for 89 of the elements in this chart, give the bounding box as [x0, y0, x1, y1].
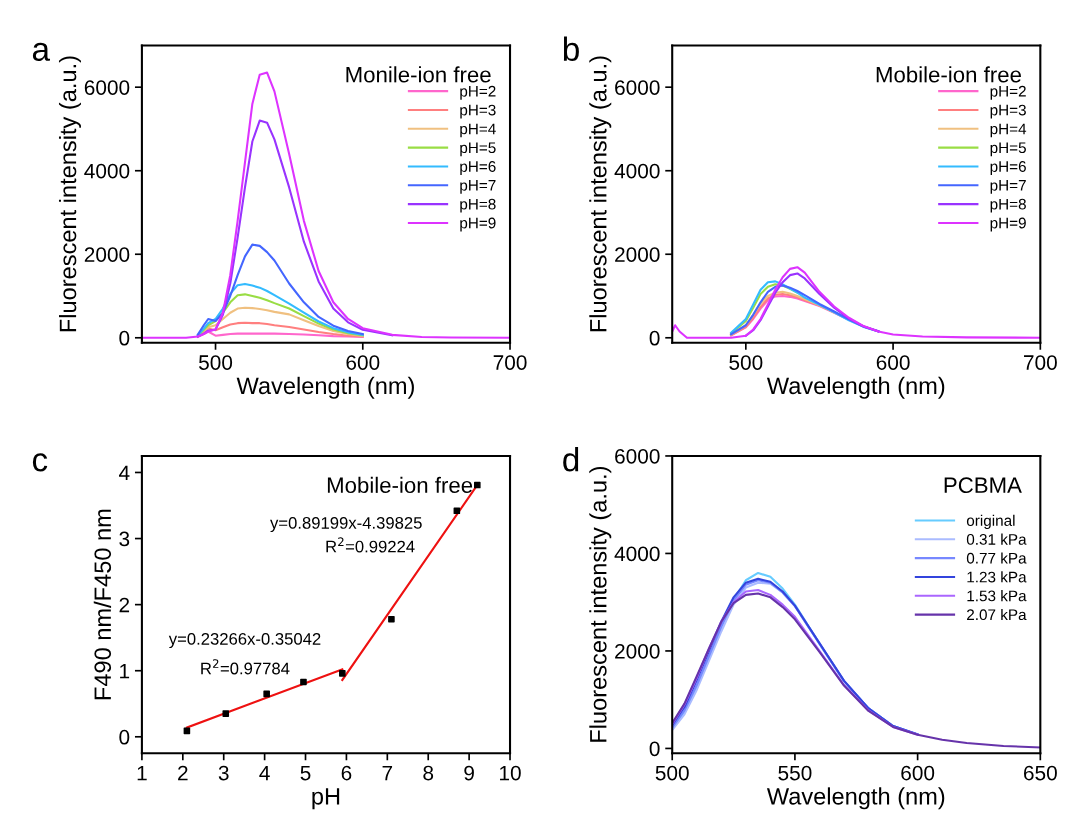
text: b	[563, 36, 579, 61]
legend-label: pH=4	[990, 123, 1027, 138]
legend-label: pH=8	[460, 198, 496, 213]
legend-label: pH=9	[990, 217, 1026, 232]
legend-label: 0.31 kPa	[966, 533, 1027, 545]
y-tick-label: 0	[649, 330, 660, 346]
x-axis-title: Wavelength (nm)	[766, 376, 945, 399]
x-tick-label: 1	[137, 765, 147, 781]
y-tick-label: 2000	[615, 247, 660, 262]
x-tick-label: 2	[178, 765, 188, 781]
legend-label: pH=6	[460, 161, 496, 175]
text: c	[32, 453, 48, 472]
annotation: R$^{2}$=0.99224	[326, 537, 415, 553]
x-tick-label: 500	[729, 355, 763, 370]
text: Mobile-ion free	[876, 66, 1021, 83]
legend-label: original	[966, 514, 1015, 530]
legend-label: 0.77 kPa	[966, 552, 1027, 564]
x-tick-label: 700	[493, 355, 527, 370]
legend-label: 1.23 kPa	[967, 571, 1027, 583]
x-tick-label: 500	[198, 355, 233, 370]
x-tick-label: 650	[1024, 765, 1057, 781]
x-axis-title: Wavelength (nm)	[236, 376, 414, 399]
y-tick-label: 4000	[614, 546, 660, 562]
y-tick-label: 4000	[614, 163, 660, 179]
legend-label: pH=2	[990, 85, 1026, 100]
legend-label: pH=3	[990, 104, 1026, 119]
y-axis-title: Fluorescent intensity (a.u.)	[589, 466, 612, 742]
legend-label: pH=5	[990, 142, 1026, 157]
text: Mobile-ion free	[327, 476, 473, 494]
x-tick-label: 3	[218, 765, 229, 781]
point	[300, 678, 307, 686]
y-tick-label: 2000	[84, 247, 130, 262]
x-tick-label: 10	[500, 765, 521, 781]
line-series	[196, 243, 364, 336]
x-tick-label: 7	[382, 765, 393, 781]
x-axis-title: pH	[312, 788, 340, 810]
y-tick-label: 2000	[615, 643, 660, 659]
text: Monile-ion free	[346, 66, 491, 83]
y-tick-label: 3	[119, 531, 130, 547]
legend-label: 2.07 kPa	[967, 608, 1027, 621]
legend-label: pH=4	[460, 123, 496, 138]
annotation: y=0.23266x-0.35042	[168, 632, 321, 649]
text: PCBMA	[944, 477, 1022, 494]
y-tick-label: 6000	[615, 80, 660, 95]
x-tick-label: 500	[655, 765, 689, 781]
x-tick-label: 600	[901, 765, 935, 781]
x-tick-label: 600	[346, 355, 380, 370]
point	[388, 615, 395, 623]
legend-label: pH=7	[460, 180, 496, 194]
text: d	[563, 447, 579, 472]
x-tick-label: 600	[876, 355, 910, 370]
x-tick-label: 8	[423, 765, 434, 781]
line-series	[672, 266, 1041, 339]
x-tick-label: 4	[259, 765, 270, 781]
x-axis-title: Wavelength (nm)	[766, 787, 945, 810]
legend-label: 1.53 kPa	[967, 590, 1027, 602]
x-tick-label: 6	[341, 765, 352, 781]
point	[222, 710, 230, 717]
annotation: R$^{2}$=0.97784	[201, 659, 290, 675]
legend-label: pH=7	[990, 180, 1026, 194]
point	[474, 481, 481, 489]
line-series	[196, 282, 364, 337]
x-tick-label: 700	[1024, 355, 1057, 370]
x-tick-label: 9	[464, 765, 474, 781]
legend-label: pH=5	[460, 142, 496, 157]
y-tick-label: 4000	[84, 163, 130, 179]
y-axis-title: F490 nm/F450 nm	[93, 509, 112, 700]
y-axis-title: Fluorescent intensity (a.u.)	[58, 56, 81, 332]
y-tick-label: 0	[119, 729, 130, 745]
x-tick-label: 5	[300, 765, 311, 781]
y-tick-label: 6000	[615, 448, 660, 464]
point	[339, 670, 346, 677]
y-axis-title: Fluorescent intensity (a.u.)	[589, 56, 612, 332]
y-tick-label: 0	[119, 330, 130, 346]
x-tick-label: 550	[778, 765, 812, 781]
y-tick-label: 6000	[84, 80, 130, 95]
y-tick-label: 1	[120, 663, 130, 679]
annotation: y=0.89199x-4.39825	[270, 517, 422, 533]
legend-label: pH=6	[990, 161, 1026, 175]
legend-label: pH=2	[460, 85, 496, 100]
line-series	[672, 592, 1041, 749]
legend-label: pH=3	[460, 104, 496, 119]
text: a	[32, 42, 51, 61]
y-tick-label: 4	[119, 465, 130, 481]
y-tick-label: 0	[649, 741, 660, 757]
point	[263, 690, 270, 698]
legend-label: pH=9	[460, 217, 496, 232]
y-tick-label: 2	[119, 597, 130, 613]
legend-label: pH=8	[990, 198, 1026, 213]
